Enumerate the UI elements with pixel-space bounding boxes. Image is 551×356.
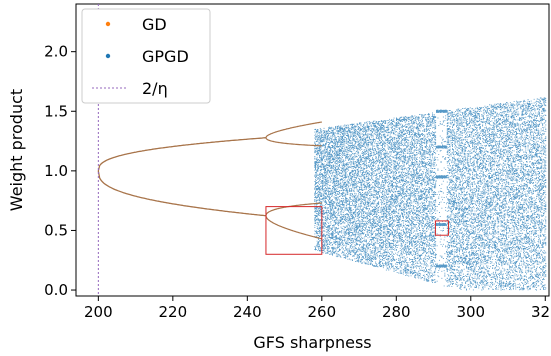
x-axis-label: GFS sharpness	[253, 333, 371, 352]
x-tick-label: 220	[159, 303, 188, 321]
plot-area	[75, 3, 550, 297]
x-tick-label: 200	[84, 303, 113, 321]
x-tick-label: 280	[382, 303, 411, 321]
y-axis-ticks: 0.0 0.5 1.0 1.5 2.0	[44, 43, 76, 299]
gpgd-scatter-points	[314, 97, 547, 291]
legend-gd-marker	[105, 21, 111, 27]
y-tick-label: 1.0	[44, 162, 68, 180]
x-tick-label: 320	[531, 303, 551, 321]
legend-gpgd-marker	[105, 53, 111, 59]
legend-gpgd-label: GPGD	[142, 47, 189, 66]
gd-branch	[265, 137, 322, 147]
x-axis-ticks: 200 220 240 260 280 300 320	[84, 296, 551, 321]
x-tick-label: 240	[233, 303, 262, 321]
gd-branch	[265, 215, 322, 240]
gd-branch	[97, 137, 266, 172]
gd-branch	[97, 170, 266, 217]
legend: GD GPGD 2/η	[81, 8, 211, 104]
x-tick-label: 260	[307, 303, 336, 321]
y-axis-label: Weight product	[7, 89, 26, 211]
zoom-box	[265, 206, 323, 255]
y-tick-label: 0.5	[44, 221, 68, 239]
gpgd-series	[314, 97, 547, 291]
legend-box	[81, 8, 211, 104]
gd-branch	[265, 121, 322, 138]
y-tick-label: 2.0	[44, 43, 68, 61]
y-tick-label: 0.0	[44, 281, 68, 299]
y-tick-label: 1.5	[44, 102, 68, 120]
annotation-boxes	[265, 206, 449, 255]
zoom-box	[434, 220, 449, 236]
gd-branch	[265, 202, 322, 216]
legend-vline-label: 2/η	[142, 79, 168, 98]
gd-series	[97, 121, 322, 240]
legend-gd-label: GD	[142, 15, 167, 34]
x-tick-label: 300	[456, 303, 485, 321]
